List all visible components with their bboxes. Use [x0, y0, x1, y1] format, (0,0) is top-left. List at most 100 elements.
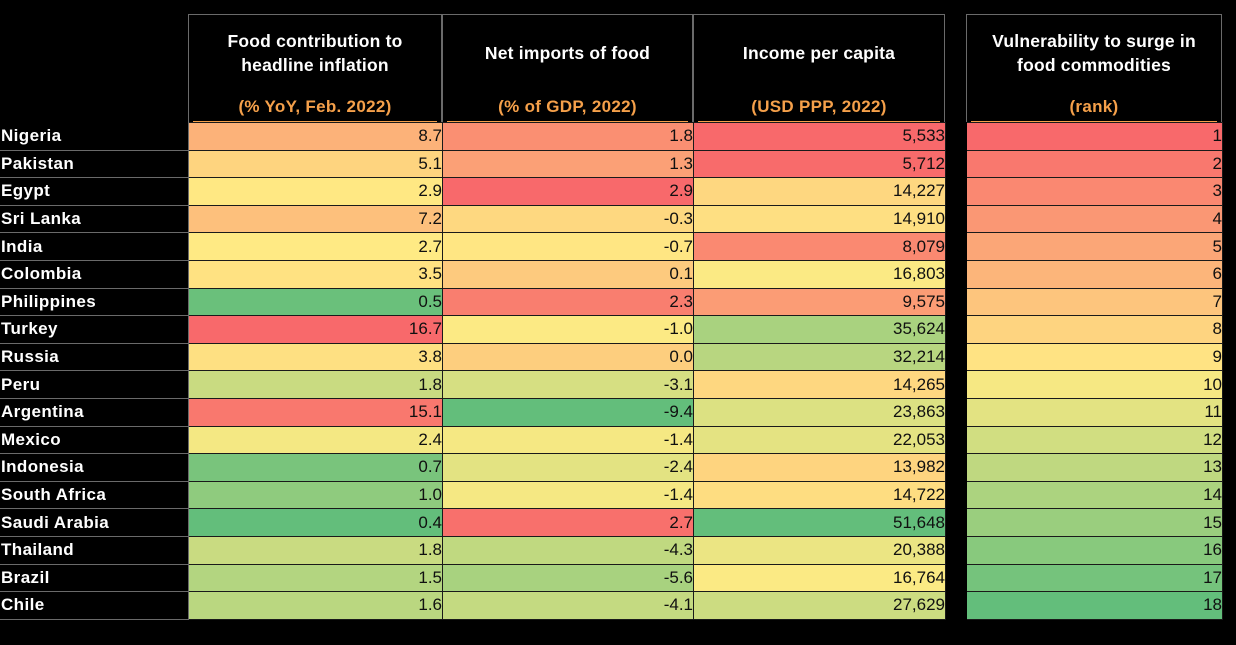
country-label: Turkey: [0, 315, 189, 344]
heatmap-table: Nigeria 8.7 1.8 5,533 1 Pakistan 5.1 1.3 5,712 2 E…: [0, 122, 1223, 620]
header-unit: (% of GDP, 2022): [498, 97, 637, 116]
income-cell: 13,982: [693, 453, 946, 482]
column-gap: [945, 232, 967, 261]
country-label: Colombia: [0, 259, 189, 289]
net-imports-cell: -0.7: [442, 232, 694, 261]
food-inflation-cell: 2.9: [188, 177, 443, 206]
table-row: Turkey 16.7 -1.0 35,624 8: [0, 315, 1223, 344]
header-title: Income per capita: [742, 43, 896, 63]
food-inflation-cell: 3.8: [188, 342, 443, 372]
country-label: Pakistan: [0, 149, 189, 179]
income-cell: 5,712: [693, 149, 946, 179]
income-cell: 20,388: [693, 535, 946, 565]
table-row: Philippines 0.5 2.3 9,575 7: [0, 287, 1223, 317]
header-underline: [193, 121, 437, 123]
food-inflation-cell: 5.1: [188, 149, 443, 179]
rank-cell: 10: [966, 370, 1223, 399]
rank-cell: 13: [966, 453, 1223, 482]
table-row: Brazil 1.5 -5.6 16,764 17: [0, 563, 1223, 593]
food-inflation-cell: 1.5: [188, 563, 443, 593]
column-gap: [945, 149, 967, 179]
header-food-inflation: Food contribution to headline inflation …: [188, 14, 442, 123]
country-label: Chile: [0, 591, 189, 620]
header-net-imports: Net imports of food (% of GDP, 2022): [442, 14, 693, 123]
table-row: Sri Lanka 7.2 -0.3 14,910 4: [0, 204, 1223, 234]
header-underline: [971, 121, 1217, 123]
income-cell: 14,227: [693, 177, 946, 206]
column-gap: [945, 315, 967, 344]
column-gap: [945, 425, 967, 455]
income-cell: 14,910: [693, 204, 946, 234]
net-imports-cell: -4.1: [442, 591, 694, 620]
net-imports-cell: -4.3: [442, 535, 694, 565]
column-gap: [945, 535, 967, 565]
table-row: Egypt 2.9 2.9 14,227 3: [0, 177, 1223, 206]
table-body: Nigeria 8.7 1.8 5,533 1 Pakistan 5.1 1.3 5,712 2 E…: [0, 122, 1223, 620]
income-cell: 14,265: [693, 370, 946, 399]
rank-cell: 14: [966, 480, 1223, 510]
table-row: Thailand 1.8 -4.3 20,388 16: [0, 535, 1223, 565]
net-imports-cell: 2.7: [442, 508, 694, 537]
column-gap: [945, 287, 967, 317]
table-row: Nigeria 8.7 1.8 5,533 1: [0, 122, 1223, 151]
header-title: Net imports of food: [484, 43, 651, 63]
table-row: South Africa 1.0 -1.4 14,722 14: [0, 480, 1223, 510]
table-row: Mexico 2.4 -1.4 22,053 12: [0, 425, 1223, 455]
country-label: Philippines: [0, 287, 189, 317]
food-inflation-cell: 0.5: [188, 287, 443, 317]
food-inflation-cell: 15.1: [188, 397, 443, 427]
rank-cell: 11: [966, 397, 1223, 427]
food-inflation-cell: 0.7: [188, 453, 443, 482]
column-gap: [945, 342, 967, 372]
rank-cell: 15: [966, 508, 1223, 537]
country-label: Thailand: [0, 535, 189, 565]
income-cell: 5,533: [693, 122, 946, 151]
income-cell: 22,053: [693, 425, 946, 455]
income-cell: 16,803: [693, 259, 946, 289]
income-cell: 9,575: [693, 287, 946, 317]
country-label: Nigeria: [0, 122, 189, 151]
country-label: Sri Lanka: [0, 204, 189, 234]
header-vulnerability: Vulnerability to surge in food commoditi…: [966, 14, 1222, 123]
column-gap: [945, 563, 967, 593]
rank-cell: 3: [966, 177, 1223, 206]
net-imports-cell: 2.3: [442, 287, 694, 317]
food-inflation-cell: 1.0: [188, 480, 443, 510]
country-label: India: [0, 232, 189, 261]
column-gap: [945, 453, 967, 482]
table-row: India 2.7 -0.7 8,079 5: [0, 232, 1223, 261]
net-imports-cell: -1.0: [442, 315, 694, 344]
income-cell: 16,764: [693, 563, 946, 593]
country-label: Brazil: [0, 563, 189, 593]
net-imports-cell: -1.4: [442, 425, 694, 455]
net-imports-cell: 0.1: [442, 259, 694, 289]
header-underline: [698, 121, 940, 123]
income-cell: 32,214: [693, 342, 946, 372]
food-inflation-cell: 1.8: [188, 370, 443, 399]
food-inflation-cell: 8.7: [188, 122, 443, 151]
rank-cell: 18: [966, 591, 1223, 620]
header-unit: (USD PPP, 2022): [751, 97, 887, 116]
country-label: Peru: [0, 370, 189, 399]
header-unit: (% YoY, Feb. 2022): [238, 97, 392, 116]
table-row: Chile 1.6 -4.1 27,629 18: [0, 591, 1223, 620]
food-inflation-cell: 1.8: [188, 535, 443, 565]
food-inflation-cell: 3.5: [188, 259, 443, 289]
net-imports-cell: -3.1: [442, 370, 694, 399]
income-cell: 35,624: [693, 315, 946, 344]
table-row: Saudi Arabia 0.4 2.7 51,648 15: [0, 508, 1223, 537]
rank-cell: 8: [966, 315, 1223, 344]
net-imports-cell: -9.4: [442, 397, 694, 427]
table-row: Peru 1.8 -3.1 14,265 10: [0, 370, 1223, 399]
rank-cell: 12: [966, 425, 1223, 455]
rank-cell: 2: [966, 149, 1223, 179]
income-cell: 23,863: [693, 397, 946, 427]
column-gap: [945, 177, 967, 206]
net-imports-cell: -1.4: [442, 480, 694, 510]
rank-cell: 7: [966, 287, 1223, 317]
country-label: Saudi Arabia: [0, 508, 189, 537]
table-row: Russia 3.8 0.0 32,214 9: [0, 342, 1223, 372]
table-row: Pakistan 5.1 1.3 5,712 2: [0, 149, 1223, 179]
food-inflation-cell: 2.4: [188, 425, 443, 455]
net-imports-cell: 1.8: [442, 122, 694, 151]
